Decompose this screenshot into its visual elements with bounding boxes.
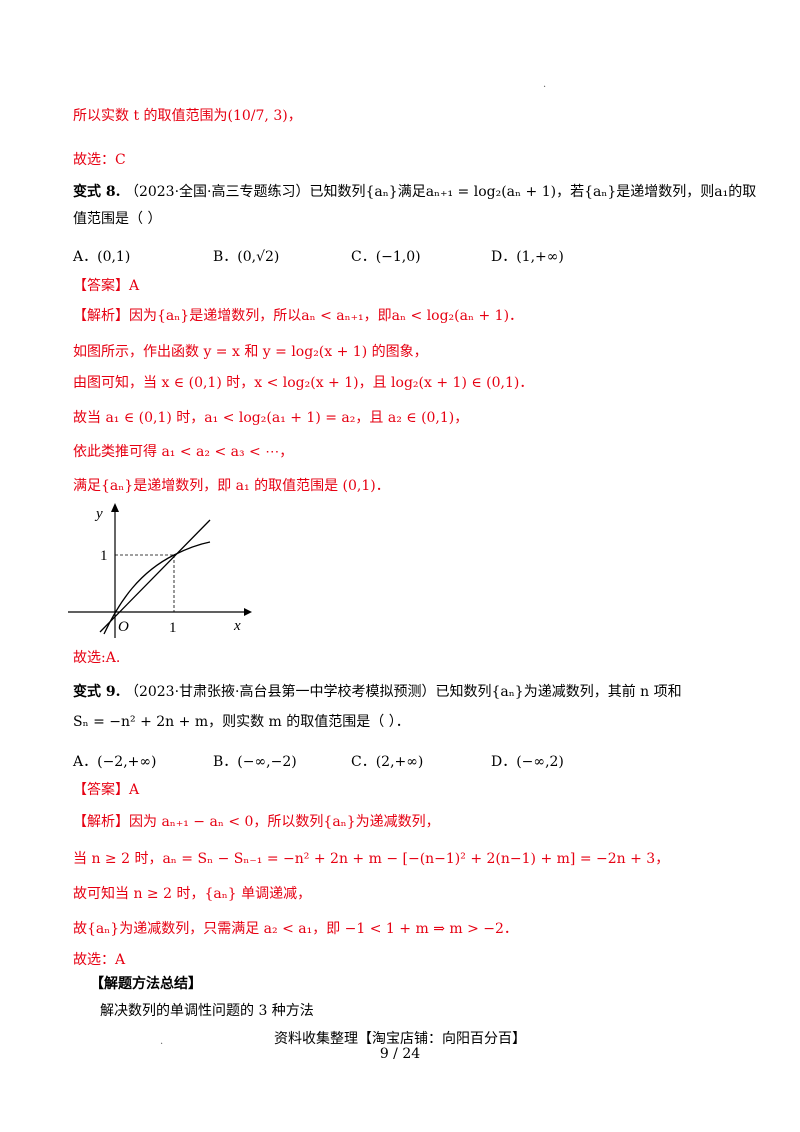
explanation-8-line-5: 依此类推可得 a₁ < a₂ < a₃ < ⋯，: [73, 444, 294, 460]
select-9: 故选：A: [73, 952, 126, 968]
conclusion-line: 所以实数 t 的取值范围为(10/7, 3)，: [73, 108, 302, 124]
explanation-9-line-4: 故{aₙ}为递减数列，只需满足 a₂ < a₁，即 −1 < 1 + m ⇒ m…: [73, 921, 518, 937]
x-label: x: [233, 618, 241, 634]
answer-select-c: 故选：C: [73, 152, 126, 168]
variant-9-text: （2023·甘肃张掖·高台县第一中学校考模拟预测）已知数列{aₙ}为递减数列，其…: [124, 684, 682, 700]
variant-8-text: （2023·全国·高三专题练习）已知数列{aₙ}满足aₙ₊₁ = log₂(aₙ…: [124, 184, 757, 200]
function-graph: y x O 1 1: [68, 503, 252, 638]
page-number: 9 / 24: [379, 1046, 421, 1062]
y-label: y: [94, 506, 103, 522]
option-d: D．(−∞,2): [491, 754, 564, 770]
line-y-equals-x: [99, 519, 211, 633]
select-8: 故选:A.: [73, 650, 121, 666]
answer-9: 【答案】A: [73, 782, 140, 798]
y-tick-1: 1: [100, 548, 108, 564]
option-b: B．(−∞,−2): [213, 754, 297, 770]
footer-source: 资料收集整理【淘宝店铺：向阳百分百】: [274, 1031, 526, 1047]
summary-title: 【解题方法总结】: [90, 976, 202, 992]
variant-8-question-cont: 值范围是（ ）: [73, 211, 162, 227]
header-dot: ·: [543, 82, 547, 93]
variant-9-question: 变式 9. （2023·甘肃张掖·高台县第一中学校考模拟预测）已知数列{aₙ}为…: [73, 682, 682, 702]
answer-8: 【答案】A: [73, 278, 140, 294]
log-curve: [103, 541, 211, 635]
option-d: D．(1,+∞): [491, 249, 564, 265]
explanation-9-line-1: 【解析】因为 aₙ₊₁ − aₙ < 0，所以数列{aₙ}为递减数列，: [73, 814, 440, 830]
y-axis-arrow: [111, 503, 119, 512]
x-axis-arrow: [244, 608, 252, 616]
variant-9-question-cont: Sₙ = −n² + 2n + m，则实数 m 的取值范围是（ ）．: [73, 714, 410, 730]
variant-8-label: 变式 8.: [73, 184, 121, 200]
variant-8-question: 变式 8. （2023·全国·高三专题练习）已知数列{aₙ}满足aₙ₊₁ = l…: [73, 182, 756, 202]
origin-label: O: [118, 619, 129, 635]
option-c: C．(−1,0): [351, 249, 421, 265]
explanation-8-line-4: 故当 a₁ ∈ (0,1) 时，a₁ < log₂(a₁ + 1) = a₂，且…: [73, 410, 469, 426]
option-c: C．(2,+∞): [351, 754, 424, 770]
option-b: B．(0,√2): [213, 249, 280, 265]
explanation-8-line-1: 【解析】因为{aₙ}是递增数列，所以aₙ < aₙ₊₁，即aₙ < log₂(a…: [73, 308, 524, 324]
summary-text: 解决数列的单调性问题的 3 种方法: [100, 1003, 314, 1019]
explanation-9-line-2: 当 n ≥ 2 时，aₙ = Sₙ − Sₙ₋₁ = −n² + 2n + m …: [73, 851, 670, 867]
explanation-8-line-3: 由图可知，当 x ∈ (0,1) 时，x < log₂(x + 1)，且 log…: [73, 375, 534, 391]
variant-9-label: 变式 9.: [73, 684, 121, 700]
explanation-8-line-6: 满足{aₙ}是递增数列，即 a₁ 的取值范围是 (0,1)．: [73, 478, 390, 494]
explanation-8-line-2: 如图所示，作出函数 y = x 和 y = log₂(x + 1) 的图象，: [73, 344, 428, 360]
footer-dot: .: [160, 1036, 164, 1047]
option-a: A．(0,1): [73, 249, 131, 265]
option-a: A．(−2,+∞): [73, 754, 157, 770]
explanation-9-line-3: 故可知当 n ≥ 2 时，{aₙ} 单调递减，: [73, 886, 312, 902]
x-tick-1: 1: [169, 620, 177, 636]
